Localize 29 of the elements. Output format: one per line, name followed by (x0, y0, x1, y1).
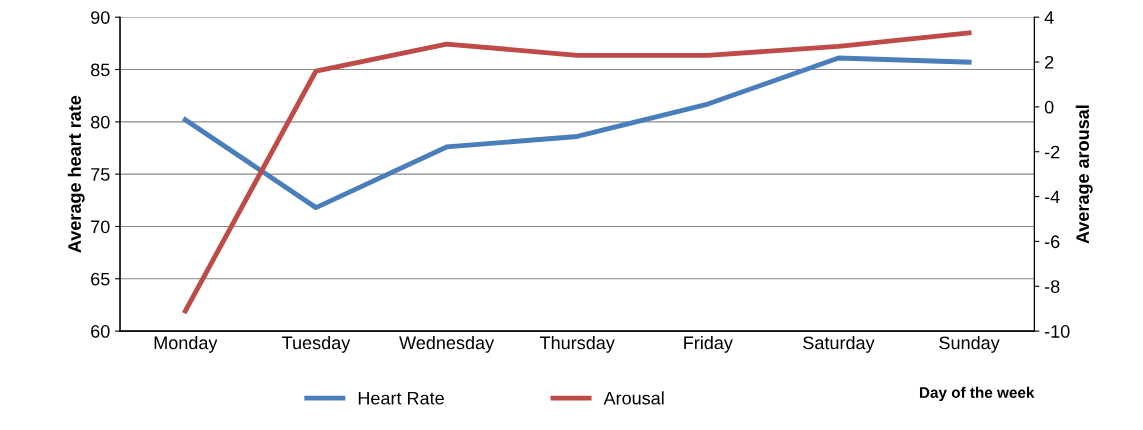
y2-tick-label: -2 (1044, 145, 1060, 159)
x-tick-label: Wednesday (399, 335, 495, 353)
y2-tick-label: 0 (1044, 100, 1054, 114)
y-tick-label: 65 (91, 272, 110, 286)
legend-label: Arousal (603, 391, 664, 405)
x-tick-label: Tuesday (282, 335, 351, 353)
y-tick-label: 90 (91, 11, 110, 24)
y2-tick-label: -4 (1044, 190, 1060, 204)
x-tick-label: Friday (684, 335, 733, 353)
y2-axis-title: Average arousal (1075, 105, 1093, 244)
y-tick-label: 75 (91, 168, 110, 181)
x-tick-label: Monday (154, 335, 218, 353)
x-tick-label: Saturday (803, 335, 875, 353)
x-tick-label: Thursday (539, 335, 615, 353)
y-tick-label: 80 (91, 115, 110, 129)
y2-tick-label: -10 (1044, 325, 1070, 338)
y2-tick-label: 4 (1044, 11, 1054, 24)
line-series (182, 55, 972, 211)
x-axis-title: Day of the week (919, 386, 1035, 401)
y2-tick-label: 2 (1045, 55, 1054, 69)
y-tick-label: 60 (91, 325, 110, 338)
line-series (182, 30, 972, 314)
y2-tick-label: -8 (1044, 280, 1060, 293)
y-tick-label: 70 (91, 220, 110, 234)
y-axis-title: Average heart rate (67, 95, 85, 253)
x-tick-label: Sunday (939, 335, 1000, 353)
y-tick-label: 85 (91, 63, 110, 77)
y2-tick-label: -6 (1044, 235, 1060, 249)
legend-label: Heart Rate (358, 391, 444, 405)
